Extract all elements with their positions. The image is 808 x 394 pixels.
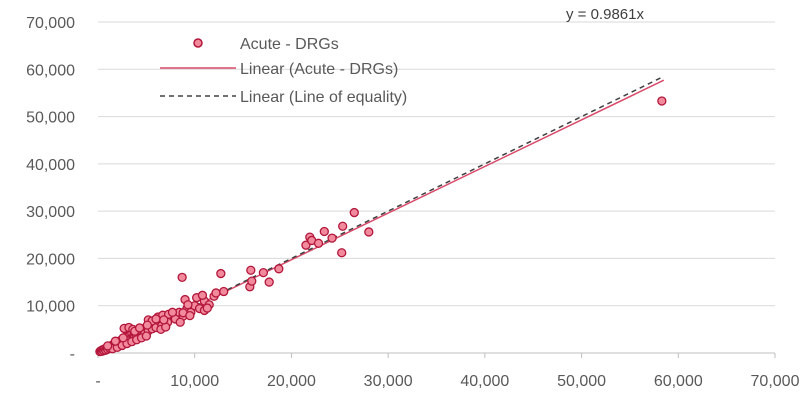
data-point-120 (167, 307, 178, 317)
y-tick-label-3: 30,000 (26, 204, 75, 221)
data-point-121 (183, 300, 193, 310)
data-point-80 (216, 268, 226, 279)
data-point-92 (327, 233, 337, 243)
trendline-line-of-equality (97, 75, 665, 354)
y-tick-label-0: - (70, 346, 75, 363)
data-point-82 (247, 276, 257, 286)
data-point-87 (301, 240, 311, 250)
data-point-96 (364, 227, 374, 237)
data-point-91 (319, 226, 329, 237)
data-point-119 (159, 315, 169, 325)
x-tick-label-5: 50,000 (557, 373, 606, 390)
data-point-97 (657, 96, 667, 106)
y-tick-label-4: 40,000 (26, 157, 75, 174)
x-tick-label-6: 60,000 (654, 373, 703, 390)
x-tick-label-7: 70,000 (751, 373, 800, 390)
data-point-77 (211, 288, 221, 298)
data-point-113 (110, 336, 121, 346)
y-tick-label-5: 50,000 (26, 110, 75, 127)
y-tick-label-1: 10,000 (26, 299, 75, 316)
legend: Acute - DRGs Linear (Acute - DRGs) Linea… (160, 36, 407, 106)
data-point-105 (141, 331, 152, 341)
x-tick-label-1: 10,000 (170, 373, 219, 390)
legend-label-linear-equality: Linear (Line of equality) (240, 89, 407, 106)
data-point-76 (197, 290, 208, 300)
y-tick-label-6: 60,000 (26, 62, 75, 79)
data-point-94 (338, 221, 348, 231)
x-tick-label-3: 30,000 (364, 373, 413, 390)
legend-label-acute-drgs: Acute - DRGs (240, 36, 339, 53)
data-point-85 (264, 277, 274, 287)
data-point-95 (349, 207, 359, 218)
data-point-93 (337, 248, 347, 258)
grid-lines (98, 21, 775, 307)
data-point-90 (313, 238, 324, 248)
x-tick-label-0: - (95, 373, 100, 390)
data-point-114 (118, 333, 128, 343)
data-point-84 (258, 267, 269, 278)
data-point-118 (151, 314, 161, 324)
data-point-111 (202, 303, 212, 313)
legend-marker-acute-drgs (193, 38, 203, 48)
y-tick-label-2: 20,000 (26, 251, 75, 268)
legend-label-linear-acute-drgs: Linear (Acute - DRGs) (240, 61, 398, 78)
y-tick-label-7: 70,000 (26, 15, 75, 32)
data-points (95, 96, 667, 357)
trendline-equation: y = 0.9861x (566, 6, 644, 23)
data-point-83 (246, 265, 256, 275)
data-point-86 (274, 264, 284, 274)
data-point-79 (177, 272, 187, 282)
data-point-112 (103, 341, 113, 351)
data-point-78 (219, 286, 229, 297)
axes (97, 352, 776, 358)
x-tick-label-2: 20,000 (267, 373, 316, 390)
data-point-116 (134, 323, 145, 333)
data-point-109 (185, 310, 195, 321)
data-point-108 (175, 317, 185, 327)
x-tick-label-4: 40,000 (460, 373, 509, 390)
tick-labels: - 10,000 20,000 30,000 40,000 50,000 60,000 70,… (26, 15, 800, 390)
data-point-117 (142, 320, 152, 330)
